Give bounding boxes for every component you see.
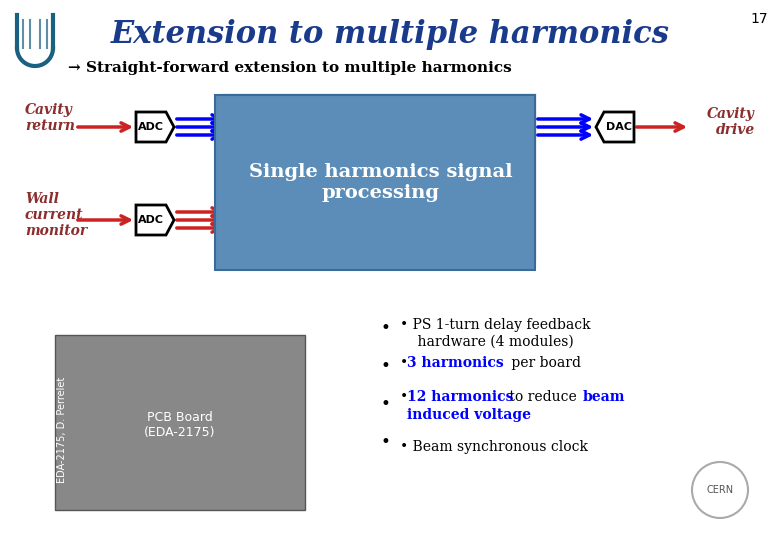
Text: CERN: CERN [707,485,733,495]
Text: •: • [380,434,390,451]
FancyBboxPatch shape [221,95,535,264]
Text: PCB Board
(EDA-2175): PCB Board (EDA-2175) [144,411,216,439]
FancyBboxPatch shape [215,95,535,270]
Text: DAC: DAC [606,122,632,132]
Text: EDA-2175, D. Perrelet: EDA-2175, D. Perrelet [57,377,67,483]
Text: Wall
current
monitor: Wall current monitor [25,192,87,238]
Text: per board: per board [507,356,581,370]
Text: Cavity
drive: Cavity drive [707,107,755,137]
Text: •: • [400,390,413,404]
Text: → Straight-forward extension to multiple harmonics: → Straight-forward extension to multiple… [68,61,512,75]
Text: 3 harmonics: 3 harmonics [407,356,504,370]
Text: •: • [380,396,390,413]
Polygon shape [136,112,174,142]
Polygon shape [136,205,174,235]
Text: to reduce: to reduce [505,390,581,404]
Text: beam: beam [583,390,626,404]
FancyBboxPatch shape [55,335,305,510]
Text: •: • [400,356,413,370]
Text: ADC: ADC [138,215,164,225]
Text: •: • [380,358,390,375]
Text: • Beam synchronous clock: • Beam synchronous clock [400,440,588,454]
Text: Extension to multiple harmonics: Extension to multiple harmonics [111,19,669,51]
Text: Cavity
return: Cavity return [25,103,75,133]
Text: 17: 17 [750,12,768,26]
Text: •: • [380,320,390,337]
FancyBboxPatch shape [227,95,535,258]
Text: induced voltage: induced voltage [407,408,531,422]
Text: • PS 1-turn delay feedback
    hardware (4 modules): • PS 1-turn delay feedback hardware (4 m… [400,318,590,348]
Text: 12 harmonics: 12 harmonics [407,390,513,404]
Text: ADC: ADC [138,122,164,132]
Polygon shape [596,112,634,142]
Text: Single harmonics signal
processing: Single harmonics signal processing [249,163,512,202]
